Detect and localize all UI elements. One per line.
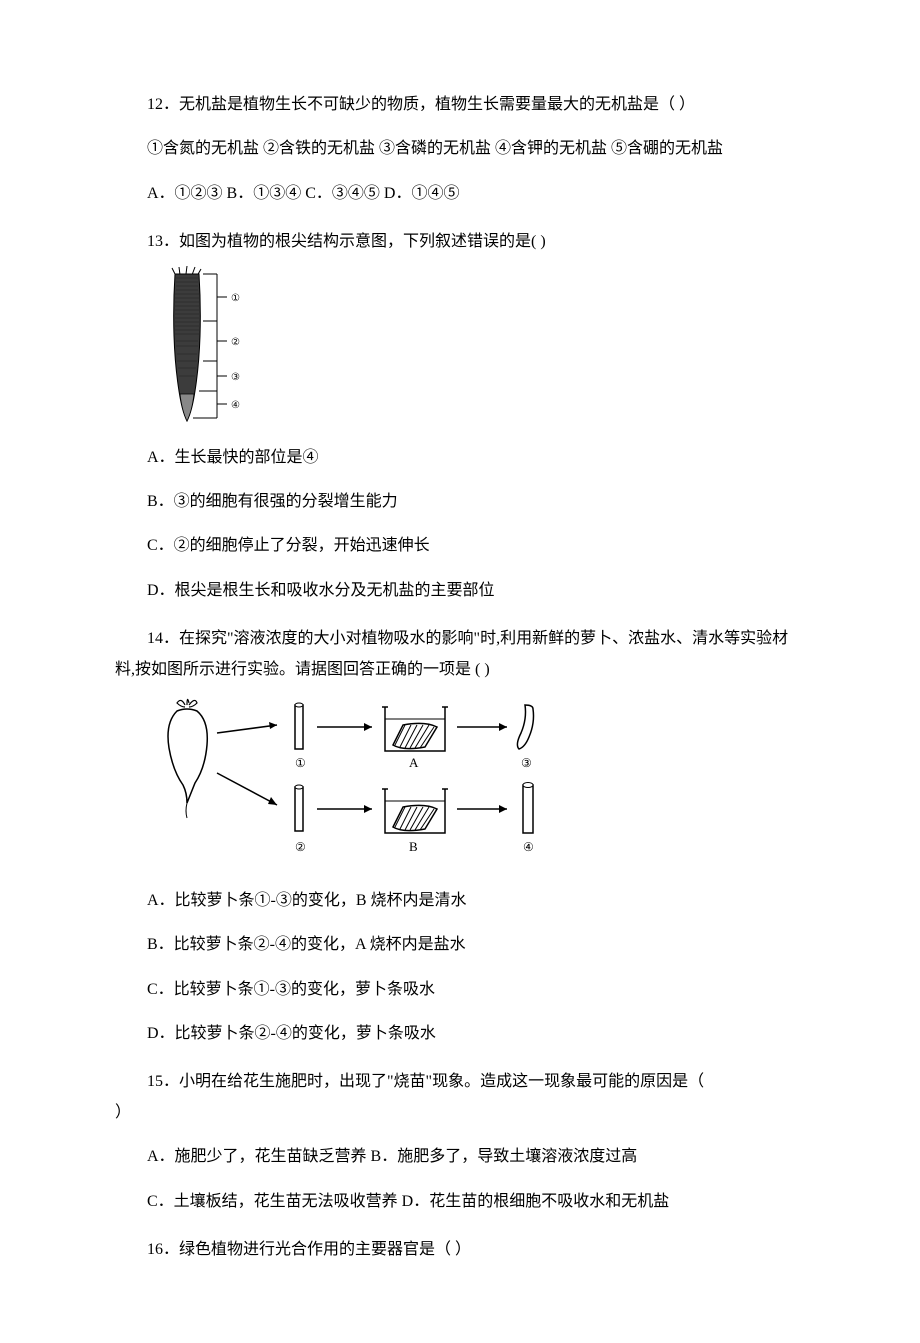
q13-text: 13．如图为植物的根尖结构示意图，下列叙述错误的是( )	[115, 227, 805, 257]
question-12: 12．无机盐是植物生长不可缺少的物质，植物生长需要量最大的无机盐是（ ） ①含氮…	[115, 90, 805, 209]
q14-optB: B．比较萝卜条②-④的变化，A 烧杯内是盐水	[115, 930, 805, 960]
svg-text:①: ①	[295, 756, 306, 770]
q14-text: 14．在探究"溶液浓度的大小对植物吸水的影响"时,利用新鲜的萝卜、浓盐水、清水等…	[115, 624, 805, 685]
q13-optB: B．③的细胞有很强的分裂增生能力	[115, 487, 805, 517]
svg-text:A: A	[409, 755, 419, 770]
svg-text:②: ②	[295, 840, 306, 854]
question-15: 15．小明在给花生施肥时，出现了"烧苗"现象。造成这一现象最可能的原因是（ ） …	[115, 1067, 805, 1217]
q16-text: 16．绿色植物进行光合作用的主要器官是（ ）	[115, 1235, 805, 1265]
svg-text:③: ③	[521, 756, 532, 770]
q15-text-part2: ）	[115, 1098, 805, 1128]
svg-text:④: ④	[231, 400, 240, 411]
beaker-A	[382, 707, 448, 751]
q15-text-part1: 15．小明在给花生施肥时，出现了"烧苗"现象。造成这一现象最可能的原因是（	[115, 1067, 805, 1097]
question-14: 14．在探究"溶液浓度的大小对植物吸水的影响"时,利用新鲜的萝卜、浓盐水、清水等…	[115, 624, 805, 1049]
q14-optD: D．比较萝卜条②-④的变化，萝卜条吸水	[115, 1019, 805, 1049]
radish-strip-2	[295, 785, 303, 831]
svg-text:①: ①	[231, 293, 240, 304]
q12-text: 12．无机盐是植物生长不可缺少的物质，植物生长需要量最大的无机盐是（ ）	[115, 90, 805, 120]
root-tip-diagram: ① ② ③ ④	[147, 266, 805, 431]
q12-options: A．①②③ B．①③④ C．③④⑤ D．①④⑤	[115, 179, 805, 209]
svg-text:②: ②	[231, 337, 240, 348]
experiment-diagram: ① A	[147, 693, 805, 878]
q13-optC: C．②的细胞停止了分裂，开始迅速伸长	[115, 531, 805, 561]
q14-optC: C．比较萝卜条①-③的变化，萝卜条吸水	[115, 975, 805, 1005]
q13-optA: A．生长最快的部位是④	[115, 443, 805, 473]
question-13: 13．如图为植物的根尖结构示意图，下列叙述错误的是( )	[115, 227, 805, 606]
radish-strip-4	[523, 782, 533, 833]
question-16: 16．绿色植物进行光合作用的主要器官是（ ）	[115, 1235, 805, 1265]
svg-text:B: B	[409, 839, 418, 854]
radish-icon	[168, 699, 207, 818]
q15-optAB: A．施肥少了，花生苗缺乏营养 B．施肥多了，导致土壤溶液浓度过高	[115, 1142, 805, 1172]
svg-text:③: ③	[231, 372, 240, 383]
radish-strip-1	[295, 703, 303, 749]
q13-optD: D．根尖是根生长和吸收水分及无机盐的主要部位	[115, 576, 805, 606]
radish-strip-3	[517, 705, 533, 749]
q15-optCD: C．土壤板结，花生苗无法吸收营养 D．花生苗的根细胞不吸收水和无机盐	[115, 1187, 805, 1217]
svg-text:④: ④	[523, 840, 534, 854]
q14-optA: A．比较萝卜条①-③的变化，B 烧杯内是清水	[115, 886, 805, 916]
q12-subtext: ①含氮的无机盐 ②含铁的无机盐 ③含磷的无机盐 ④含钾的无机盐 ⑤含硼的无机盐	[115, 134, 805, 164]
beaker-B	[382, 789, 448, 833]
